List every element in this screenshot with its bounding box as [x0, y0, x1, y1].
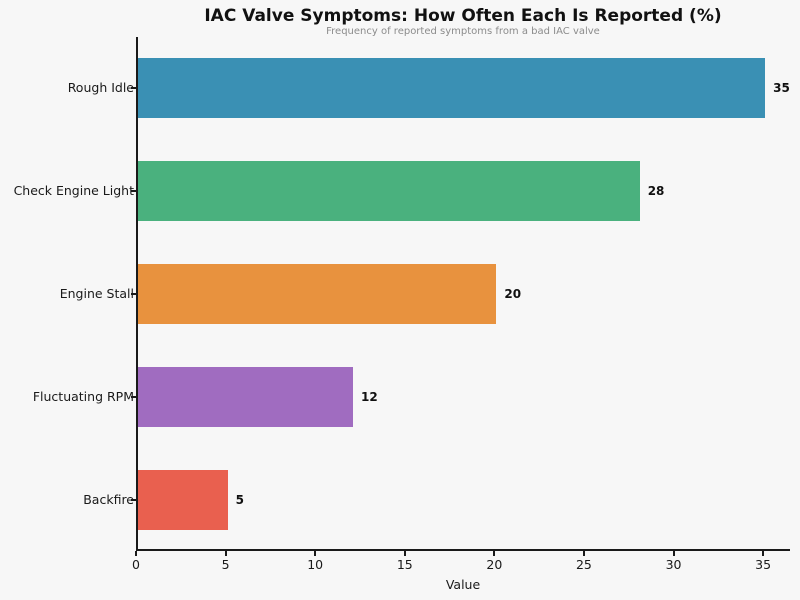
x-axis-tick-mark — [224, 551, 227, 556]
x-axis-tick-label: 5 — [221, 557, 230, 572]
bar-check-engine-light — [138, 161, 640, 222]
x-axis-tick-label: 15 — [396, 557, 413, 572]
chart-subtitle: Frequency of reported symptoms from a ba… — [326, 26, 600, 37]
bar-value-label: 20 — [504, 287, 522, 301]
x-axis-tick-label: 0 — [132, 557, 140, 572]
x-axis-tick-label: 25 — [575, 557, 592, 572]
x-axis-title: Value — [445, 577, 481, 592]
y-axis-category-label: Rough Idle — [67, 80, 134, 96]
plot-area — [136, 37, 790, 551]
y-axis-category-label: Fluctuating RPM — [32, 388, 134, 404]
y-axis-tick-mark — [131, 87, 136, 90]
bar-value-label: 12 — [361, 389, 378, 404]
y-axis-category-label: Backfire — [83, 491, 134, 507]
x-axis-tick-mark — [762, 551, 765, 556]
bar-value-label: 35 — [773, 81, 790, 96]
x-axis-tick-mark — [135, 551, 137, 556]
bar-backfire — [138, 469, 228, 530]
bar-fluctuating-rpm — [138, 366, 353, 427]
bar-value-label: 5 — [235, 492, 244, 507]
chart-title: IAC Valve Symptoms: How Often Each Is Re… — [204, 6, 722, 26]
x-axis-tick-label: 20 — [486, 557, 503, 572]
x-axis-tick-label: 30 — [665, 557, 682, 572]
bar-value-label: 28 — [647, 184, 665, 199]
x-axis-tick-mark — [314, 551, 317, 556]
x-axis-tick-mark — [582, 551, 585, 556]
y-axis-tick-mark — [131, 395, 136, 398]
y-axis-category-label: Engine Stall — [59, 286, 134, 301]
x-axis-tick-mark — [403, 551, 406, 556]
x-axis-tick-mark — [672, 551, 675, 556]
bar-rough-idle — [138, 58, 766, 119]
x-axis-tick-label: 35 — [755, 557, 772, 572]
y-axis-tick-mark — [131, 293, 136, 295]
x-axis-tick-label: 10 — [307, 557, 324, 572]
bar-engine-stall — [138, 264, 497, 324]
x-axis-tick-mark — [493, 551, 496, 556]
y-axis-tick-mark — [131, 498, 136, 501]
y-axis-tick-mark — [131, 190, 136, 193]
y-axis-category-label: Check Engine Light — [13, 183, 134, 199]
